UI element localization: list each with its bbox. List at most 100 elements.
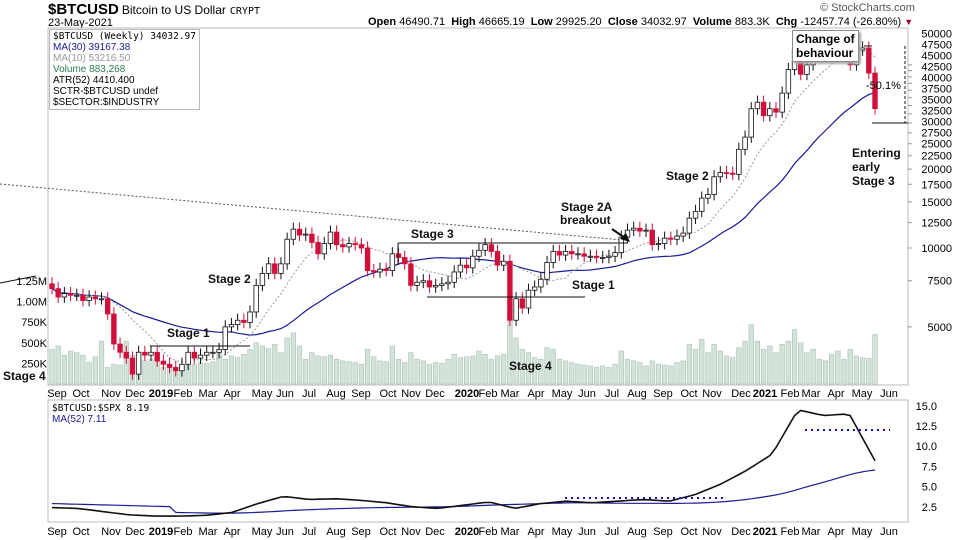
x-tick-label: Nov [702,388,722,400]
downtrend-line [0,183,623,241]
x-tick-label-lower: Jul [605,526,619,538]
volume-bar [569,362,575,385]
candle-up [630,227,637,231]
volume-bar [587,365,593,385]
price-tick-label: 30000 [921,117,952,129]
candle-up [482,244,488,251]
x-tick-label-lower: Sep [351,526,371,538]
annotation-stage2-2019: Stage 2 [208,272,251,286]
x-tick-label: 2021 [753,388,777,400]
candle-up [643,229,649,232]
volume-bar [822,360,829,385]
candle-down [556,251,563,256]
legend-ratio: $BTCUSD:$SPX 8.19 [52,403,150,414]
x-tick-label: Jun [578,388,596,400]
annotation-stage1-2020: Stage 1 [572,278,615,292]
volume-bar [80,354,86,385]
volume-bar [841,358,847,385]
annotation-breakout: breakout [560,213,611,227]
candles [49,37,878,381]
volume-bar [711,344,717,385]
x-tick-label: Apr [527,388,544,400]
volume-bar [532,357,538,385]
volume-bar [272,344,278,385]
candle-up [420,280,426,283]
volume-bar [637,362,643,385]
candle-up [859,47,866,51]
candle-up [389,253,396,271]
x-tick-label: Dec [425,388,445,400]
x-tick-label: Dec [731,388,751,400]
x-tick-label-lower: May [252,526,273,538]
candle-up [587,255,594,258]
volume-bar [253,342,259,385]
candle-down [166,363,173,368]
candle-up [74,294,80,297]
price-tick-label: 15000 [921,197,952,209]
candle-up [612,252,618,257]
legend-volume: Volume 883,268 [53,64,126,75]
volume-bar [767,345,773,385]
candle-down [760,101,767,117]
x-tick-label-lower: Aug [627,526,647,538]
x-tick-label-lower: 2020 [455,526,479,538]
x-tick-label: Mar [802,388,821,400]
volume-bar [327,354,334,385]
volume-bar [321,356,327,385]
cob-line2: behaviour [796,46,854,60]
candle-up [253,284,259,313]
candle-up [531,286,538,291]
volume-bar [785,340,791,385]
candle-up [265,263,272,274]
volume-bar [550,349,556,385]
candle-up [203,351,210,356]
candle-up [699,197,705,212]
volume-bar [476,350,482,385]
volume-bar [420,360,426,385]
open-label: Open [368,16,397,28]
volume-bar [402,362,408,385]
candle-up [501,260,507,266]
candle-up [538,278,544,288]
volume-bar [853,355,860,385]
candle-up [680,232,686,237]
x-tick-label: Mar [199,388,218,400]
volume-bar [686,344,692,385]
legend-ma52: MA(52) 7.11 [52,414,107,425]
volume-bar [773,352,779,385]
candle-up [562,251,569,256]
candle-down [333,231,340,246]
volume-bar [284,337,290,385]
volume-bar [494,355,501,385]
volume-bar [816,358,822,385]
x-tick-label: 2020 [455,388,479,400]
candle-down [67,293,74,296]
volume-bar [358,363,364,385]
x-tick-label-lower: Dec [731,526,751,538]
entering-line2: early [852,160,881,174]
x-tick-label-lower: Nov [401,526,421,538]
candle-down [408,263,414,286]
volume-bar [315,355,321,385]
x-tick-label: Jun [276,388,294,400]
volume-bar [692,349,699,385]
candle-down [519,298,525,309]
volume-bar [408,352,414,385]
volume-bar [105,367,111,385]
volume-bar [235,357,241,385]
close-value: 34032.97 [640,16,687,28]
volume-bar [501,354,507,385]
price-tick-label: 22500 [921,151,952,163]
volume-bar [241,354,247,385]
drawdown-percent: -50.1% [866,80,901,92]
candle-up [767,108,773,117]
x-tick-label: Aug [326,388,346,400]
candle-down [581,253,587,257]
candle-down [241,319,247,323]
x-tick-label-lower: Oct [379,526,396,538]
chart-date: 23-May-2021 [48,17,113,29]
volume-bar [705,352,711,385]
candle-up [600,257,606,259]
